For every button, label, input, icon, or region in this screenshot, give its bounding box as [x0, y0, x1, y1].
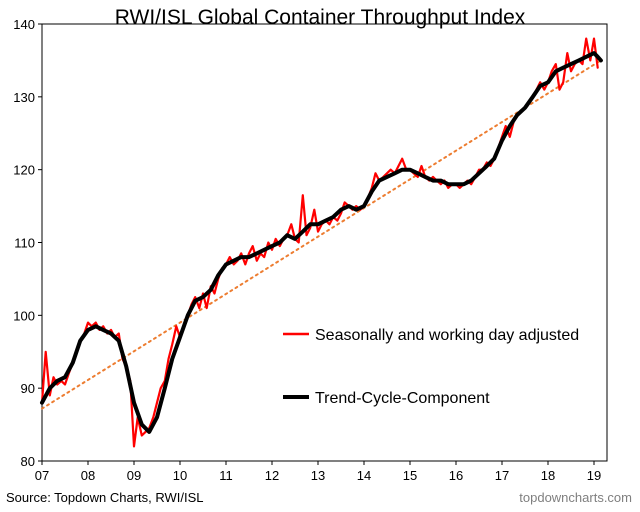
- legend-label: Seasonally and working day adjusted: [315, 327, 579, 344]
- chart-title: RWI/ISL Global Container Throughput Inde…: [114, 6, 526, 29]
- x-tick-label: 11: [219, 468, 233, 483]
- y-tick-label: 90: [21, 381, 35, 396]
- y-tick-label: 140: [13, 17, 35, 32]
- x-tick-label: 19: [587, 468, 601, 483]
- series-line: [40, 37, 599, 448]
- watermark: topdowncharts.com: [519, 490, 632, 505]
- x-tick-label: 08: [81, 468, 95, 483]
- y-tick-label: 130: [13, 90, 35, 105]
- x-tick-label: 14: [357, 468, 371, 483]
- y-tick-label: 100: [13, 308, 35, 323]
- source-note: Source: Topdown Charts, RWI/ISL: [6, 490, 204, 505]
- x-tick-label: 09: [127, 468, 141, 483]
- x-tick-label: 12: [265, 468, 279, 483]
- x-tick-label: 10: [173, 468, 187, 483]
- x-tick-label: 07: [35, 468, 49, 483]
- x-tick-label: 17: [495, 468, 509, 483]
- legend: Seasonally and working day adjusted Trend…: [283, 327, 579, 407]
- y-tick-label: 120: [13, 163, 35, 178]
- legend-label: Trend-Cycle-Component: [315, 390, 490, 407]
- y-tick-label: 80: [21, 454, 35, 469]
- y-tick-label: 110: [14, 236, 35, 251]
- series-line: [40, 51, 603, 434]
- x-tick-label: 13: [311, 468, 325, 483]
- axes: 80 90 100 110 120 130 140 07 08 09 10 11 12 13 14 15 16 1…: [13, 17, 608, 483]
- x-tick-label: 16: [449, 468, 463, 483]
- plot-area: [40, 37, 603, 448]
- x-tick-label: 18: [541, 468, 555, 483]
- x-tick-label: 15: [403, 468, 417, 483]
- linear-trend-line: [41, 59, 602, 410]
